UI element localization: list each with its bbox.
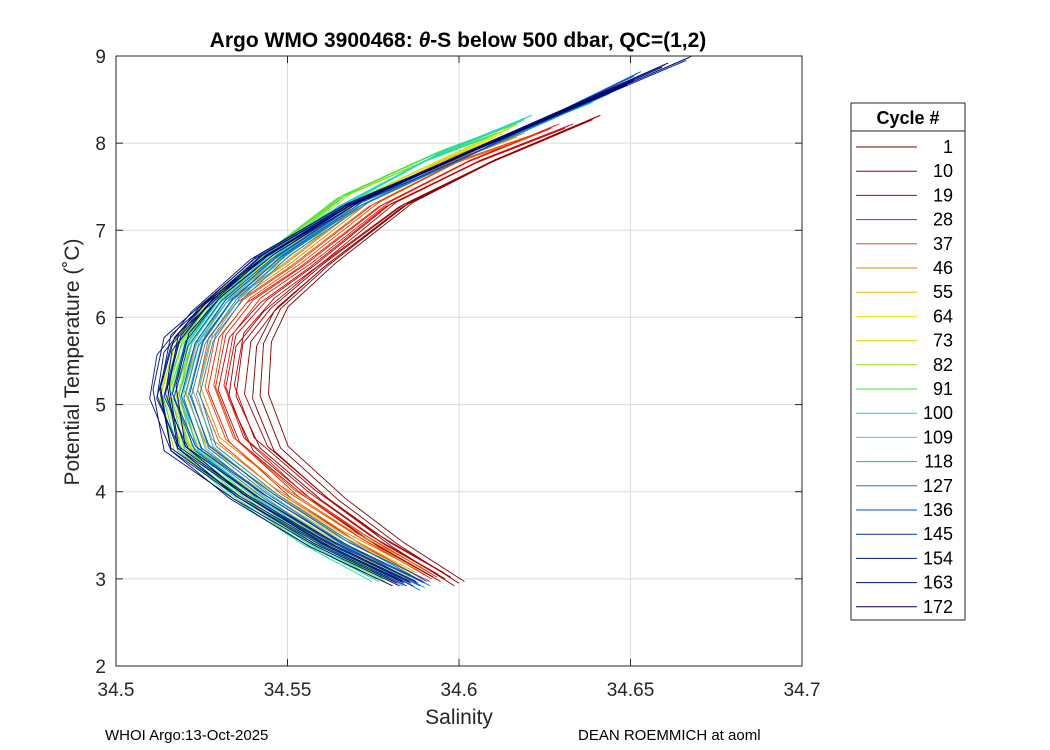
- legend-items: 1 10 19 28 37 46 55 64 73 82 91 100 109 118 127 136 145 1…: [856, 137, 953, 617]
- y-tick-label: 2: [95, 657, 106, 678]
- legend-label: 172: [923, 597, 953, 617]
- series-line-172: [167, 81, 631, 584]
- series-line-19: [217, 127, 566, 578]
- legend-label: 100: [923, 403, 953, 423]
- series-line-127: [191, 90, 614, 588]
- footer-right: DEAN ROEMMICH at aoml: [578, 727, 761, 744]
- series-line-172: [159, 84, 628, 587]
- legend-label: 91: [933, 379, 953, 399]
- legend-label: 46: [933, 258, 953, 278]
- series-line-1: [268, 114, 601, 582]
- series-line-109: [182, 114, 532, 578]
- legend-label: 154: [923, 548, 953, 568]
- y-axis-label: Potential Temperature (˚C): [61, 238, 84, 485]
- legend-label: 109: [923, 427, 953, 447]
- legend-label: 127: [923, 476, 953, 496]
- legend-label: 163: [923, 573, 953, 593]
- series-line-37: [213, 132, 540, 574]
- x-tick-label: 34.55: [264, 680, 312, 701]
- legend-title: Cycle #: [876, 108, 939, 128]
- legend-label: 37: [933, 234, 953, 254]
- legend-label: 73: [933, 331, 953, 351]
- series-line-1: [252, 119, 593, 587]
- y-tick-label: 8: [95, 134, 106, 155]
- y-tick-label: 3: [95, 570, 106, 591]
- legend-label: 64: [933, 306, 953, 326]
- footer-left: WHOI Argo:13-Oct-2025: [105, 727, 268, 744]
- series-line-28: [223, 123, 560, 578]
- legend-label: 118: [924, 452, 953, 472]
- y-tick-label: 6: [95, 308, 106, 329]
- chart-title: Argo WMO 3900468: θ-S below 500 dbar, QC…: [210, 29, 707, 52]
- legend-label: 82: [933, 355, 953, 375]
- legend-label: 19: [933, 185, 953, 205]
- x-tick-label: 34.5: [98, 680, 135, 701]
- series-line-136: [173, 75, 635, 587]
- legend-label: 28: [933, 210, 953, 230]
- y-tick-label: 7: [95, 221, 106, 242]
- legend-label: 55: [933, 282, 953, 302]
- x-axis-label: Salinity: [425, 706, 493, 729]
- y-tick-label: 5: [95, 396, 106, 417]
- legend: Cycle # 1 10 19 28 37 46 55 64 73 82 91 100 109 118 12…: [850, 102, 966, 621]
- legend-label: 1: [943, 137, 953, 157]
- axis-ticks: [115, 55, 803, 667]
- x-tick-label: 34.65: [607, 680, 655, 701]
- x-tick-label: 34.6: [441, 680, 478, 701]
- series-line-154: [156, 57, 689, 584]
- series-line-163: [152, 66, 663, 587]
- y-tick-label: 9: [95, 47, 106, 68]
- legend-label: 145: [923, 524, 953, 544]
- y-tick-label: 4: [95, 483, 106, 504]
- series-line-163: [160, 64, 665, 584]
- x-tick-labels: 34.5 34.55 34.6 34.65 34.7: [98, 680, 821, 701]
- x-tick-label: 34.7: [784, 680, 821, 701]
- y-tick-labels: 2 3 4 5 6 7 8 9: [95, 47, 106, 678]
- series-line-127: [183, 93, 611, 591]
- legend-label: 136: [923, 500, 953, 520]
- series-line-37: [197, 136, 531, 578]
- legend-label: 10: [933, 161, 953, 181]
- data-series: [149, 55, 693, 591]
